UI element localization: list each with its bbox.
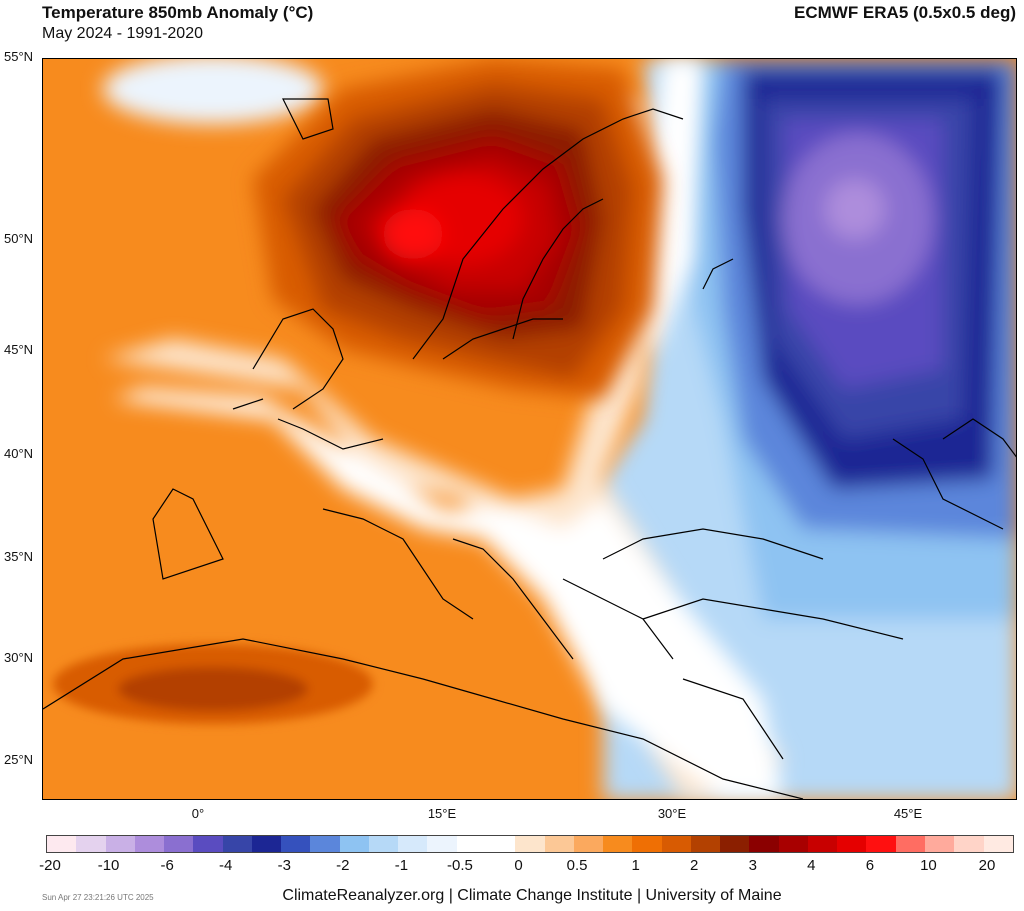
colorbar-swatch [983, 836, 1013, 852]
colorbar-tick-label: 0 [514, 857, 523, 874]
colorbar-swatch [573, 836, 604, 852]
colorbar-swatch [368, 836, 399, 852]
render-timestamp: Sun Apr 27 23:21:26 UTC 2025 [42, 893, 154, 902]
colorbar-tick-label: 20 [978, 857, 996, 874]
lat-label-30: 30°N [4, 650, 34, 665]
colorbar-swatch [310, 836, 340, 852]
lon-label-45e: 45°E [893, 806, 923, 821]
colorbar-tick-label: 10 [920, 857, 937, 874]
colorbar-swatch [134, 836, 165, 852]
anomaly-map [42, 58, 1017, 800]
colorbar-swatch [690, 836, 721, 852]
colorbar-swatch [544, 836, 574, 852]
colorbar-tick-label: -4 [219, 857, 233, 874]
colorbar-swatch [76, 836, 106, 852]
colorbar-swatch [164, 836, 194, 852]
colorbar-swatch [778, 836, 808, 852]
colorbar-swatch [895, 836, 925, 852]
colorbar-tick-label: 2 [690, 857, 699, 874]
coastlines [43, 98, 1016, 799]
lon-label-30e: 30°E [657, 806, 687, 821]
colorbar-swatch [837, 836, 867, 852]
colorbar-swatch [954, 836, 984, 852]
lat-label-50: 50°N [4, 231, 34, 246]
colorbar-tick-label: -0.5 [447, 857, 473, 874]
neutral-anomaly-region [103, 59, 783, 799]
colorbar-swatch [105, 836, 135, 852]
colorbar-tick-label: 4 [807, 857, 816, 874]
colorbar-tick-label: -10 [97, 857, 120, 874]
colorbar-swatch [339, 836, 369, 852]
colorbar-swatch [720, 836, 750, 852]
colorbar-swatch [193, 836, 223, 852]
lon-label-15e: 15°E [427, 806, 457, 821]
map-subtitle: May 2024 - 1991-2020 [42, 25, 203, 42]
colorbar-tick-label: 6 [865, 857, 875, 874]
lat-label-55: 55°N [4, 49, 34, 64]
colorbar-swatch [749, 836, 779, 852]
colorbar-swatch [222, 836, 252, 852]
lat-label-35: 35°N [4, 549, 34, 564]
footer-credit: ClimateReanalyzer.org | Climate Change I… [282, 887, 782, 904]
anomaly-map-svg [43, 59, 1016, 799]
lat-label-25: 25°N [4, 752, 34, 767]
colorbar-tick-label: -20 [39, 857, 61, 874]
colorbar-swatch [866, 836, 896, 852]
colorbar-tick-label: 0.5 [566, 857, 588, 874]
warm-anomaly-core [253, 59, 663, 399]
colorbar-tick-label: -6 [160, 857, 174, 874]
colorbar-swatch [281, 836, 311, 852]
colorbar-tick-label: -3 [277, 857, 291, 874]
colorbar-tick-label: -1 [394, 857, 409, 874]
colorbar-swatch [398, 836, 428, 852]
lon-label-0: 0° [191, 806, 205, 821]
colorbar-swatch [661, 836, 691, 852]
colorbar-swatch [485, 836, 516, 852]
colorbar-swatch [427, 836, 457, 852]
colorbar-swatch [456, 836, 486, 852]
data-source: ECMWF ERA5 (0.5x0.5 deg) [794, 3, 1016, 22]
colorbar-swatch [47, 836, 77, 852]
colorbar-swatch [515, 836, 545, 852]
colorbar-tick-label: 3 [748, 857, 757, 874]
north-africa-warm-patch [53, 644, 373, 724]
colorbar-legend [46, 835, 1014, 853]
colorbar-swatch [924, 836, 955, 852]
colorbar-swatch [603, 836, 633, 852]
map-title: Temperature 850mb Anomaly (°C) [42, 3, 314, 22]
lat-label-45: 45°N [4, 342, 34, 357]
colorbar-swatch [632, 836, 662, 852]
colorbar-tick-label: -2 [336, 857, 350, 874]
colorbar-tick-label: 1 [631, 857, 640, 874]
colorbar-swatch [807, 836, 838, 852]
colorbar-swatch [251, 836, 282, 852]
lat-label-40: 40°N [4, 446, 34, 461]
